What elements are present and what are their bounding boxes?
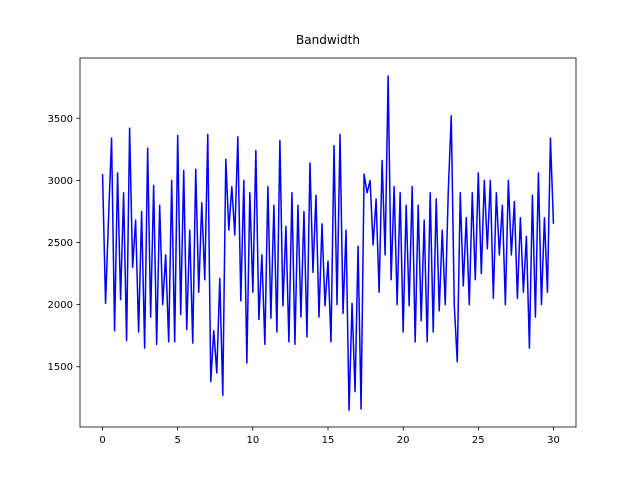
- y-tick-label: 2500: [48, 238, 73, 249]
- chart-title: Bandwidth: [296, 33, 360, 47]
- y-tick-label: 2000: [48, 300, 73, 311]
- x-tick-label: 15: [322, 435, 335, 446]
- y-tick-label: 3500: [48, 114, 73, 125]
- y-tick-label: 3000: [48, 176, 73, 187]
- x-tick-label: 5: [175, 435, 181, 446]
- data-line: [101, 75, 555, 411]
- y-tick-label: 1500: [48, 362, 73, 373]
- x-tick-label: 0: [99, 435, 105, 446]
- x-tick-label: 30: [547, 435, 560, 446]
- x-tick-label: 25: [472, 435, 485, 446]
- x-tick-label: 10: [246, 435, 259, 446]
- x-tick-label: 20: [397, 435, 410, 446]
